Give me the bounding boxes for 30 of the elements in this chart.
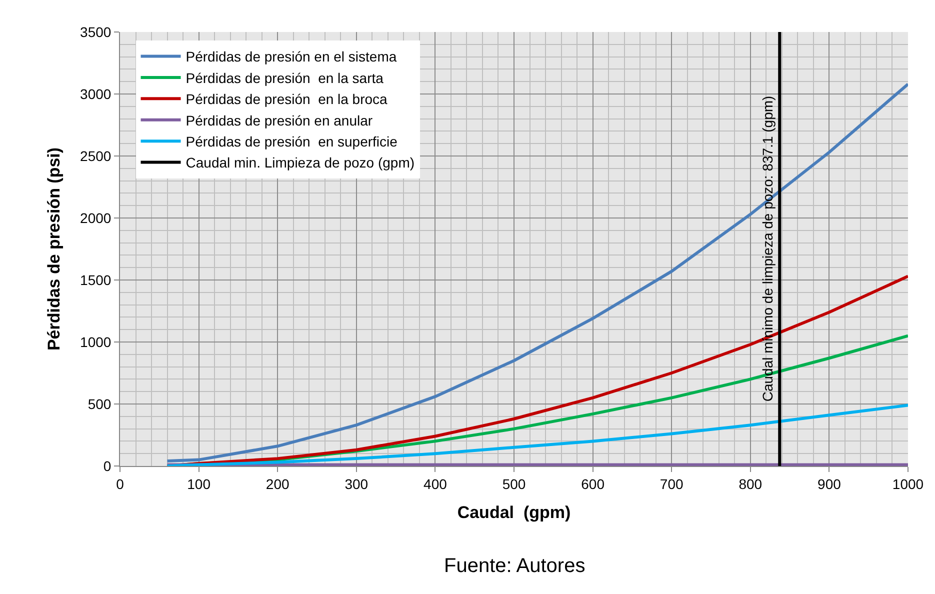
y-axis-title: Pérdidas de presión (psi) — [44, 147, 64, 351]
legend-label: Pérdidas de presión en superficie — [186, 134, 398, 150]
y-tick-label: 0 — [103, 458, 112, 474]
annotation: Caudal mínimo de limpieza de pozo: 837.1 (gpm) — [760, 96, 776, 402]
y-tick-label: 1000 — [80, 334, 112, 350]
legend-label: Pérdidas de presión en anular — [186, 112, 373, 128]
legend-label: Pérdidas de presión en el sistema — [186, 48, 397, 65]
x-tick-label: 200 — [266, 476, 290, 492]
x-tick-label: 1000 — [892, 476, 924, 492]
y-tick-label: 3500 — [80, 24, 112, 40]
legend-label: Pérdidas de presión en la broca — [186, 91, 388, 108]
x-tick-label: 600 — [581, 476, 605, 492]
y-tick-label: 2500 — [80, 148, 112, 164]
y-tick-label: 500 — [88, 396, 112, 412]
x-axis-title: Caudal (gpm) — [457, 503, 571, 522]
y-tick-label: 2000 — [80, 210, 112, 226]
x-tick-label: 800 — [738, 476, 762, 492]
x-tick-label: 0 — [116, 476, 124, 492]
x-tick-label: 700 — [660, 476, 684, 492]
source-note: Fuente: Autores — [444, 555, 586, 577]
x-tick-label: 300 — [344, 476, 368, 492]
x-tick-label: 900 — [818, 476, 842, 492]
legend-label: Pérdidas de presión en la sarta — [186, 70, 384, 86]
y-tick-label: 1500 — [80, 272, 112, 288]
y-tick-label: 3000 — [80, 86, 112, 102]
x-tick-label: 400 — [424, 476, 448, 492]
x-tick-label: 100 — [187, 476, 211, 492]
x-tick-label: 500 — [502, 476, 526, 492]
line-series — [166, 404, 908, 466]
legend-label: Caudal min. Limpieza de pozo (gpm) — [186, 154, 415, 171]
